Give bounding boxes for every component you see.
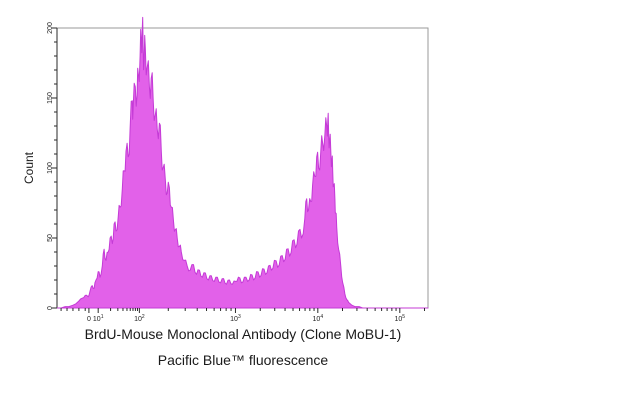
y-tick-label: 0: [47, 306, 54, 310]
axis-ticks: [52, 27, 425, 313]
x-tick-label: 102: [134, 314, 145, 323]
x-tick-label: 101: [93, 314, 104, 323]
y-tick-label: 100: [47, 162, 54, 174]
x-tick-label: 105: [395, 314, 406, 323]
x-tick-label: 103: [230, 314, 241, 323]
y-tick-label: 200: [47, 22, 54, 34]
x-axis-title-line2: Pacific Blue™ fluorescence: [157, 352, 329, 368]
histogram-trace: [56, 16, 429, 309]
x-tick-label: 0: [87, 316, 91, 323]
y-tick-label: 150: [47, 92, 54, 104]
y-axis-title: Count: [22, 151, 36, 184]
histogram-area: [56, 16, 429, 309]
y-tick-label: 50: [47, 234, 54, 242]
x-tick-label: 104: [313, 314, 324, 323]
x-axis-title-line1: BrdU-Mouse Monoclonal Antibody (Clone Mo…: [84, 326, 402, 342]
